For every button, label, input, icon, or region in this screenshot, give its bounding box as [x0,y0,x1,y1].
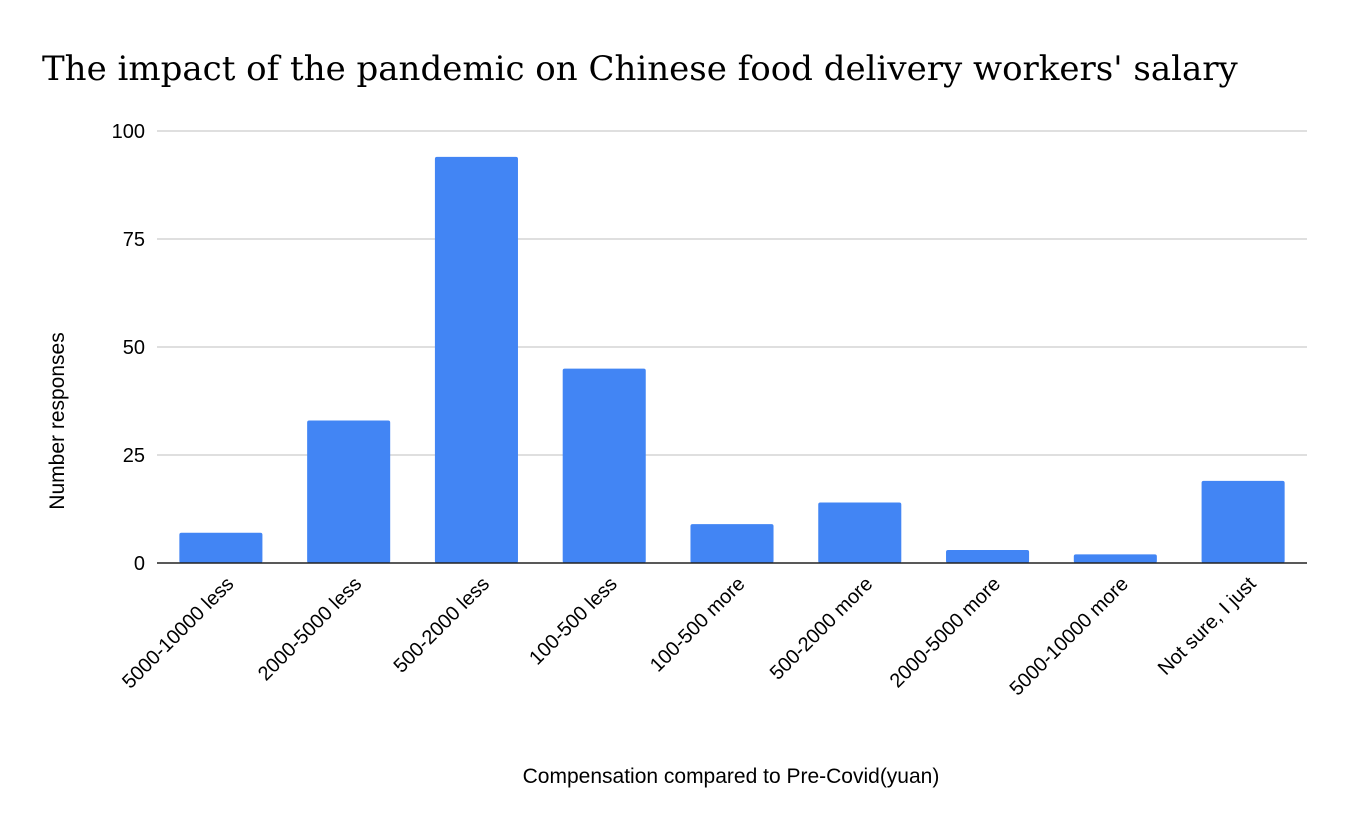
bars [179,156,1285,564]
bar [307,420,391,563]
chart-title: The impact of the pandemic on Chinese fo… [42,49,1239,89]
bar [562,368,646,563]
bar [818,502,902,563]
x-tick-label: 500-2000 less [390,573,494,677]
y-tick-label: 50 [123,337,145,359]
x-tick-label: 2000-5000 more [886,573,1005,692]
gridlines [157,130,1307,456]
y-axis-title: Number responses [46,332,69,509]
x-tick-label: Not sure, I just [1154,573,1261,680]
y-tick-label: 25 [123,445,145,467]
y-tick-label: 0 [134,553,145,575]
bar [1073,554,1157,563]
x-tick-label: 100-500 more [646,573,750,677]
bar [1201,480,1285,563]
x-axis-tick-labels: 5000-10000 less 2000-5000 less 500-2000 le… [118,573,1261,701]
x-tick-label: 2000-5000 less [254,573,366,685]
bar [434,156,518,564]
x-tick-label: 100-500 less [525,573,622,670]
y-tick-label: 75 [123,229,145,251]
x-tick-label: 5000-10000 less [118,573,238,693]
y-axis-tick-labels: 0 25 50 75 100 [112,121,145,575]
bar [946,550,1030,563]
x-tick-label: 5000-10000 more [1006,573,1133,700]
bar [690,524,774,563]
y-tick-label: 100 [112,121,145,143]
x-tick-label: 500-2000 more [766,573,877,684]
x-axis-title: Compensation compared to Pre-Covid(yuan) [523,765,940,788]
bar [179,532,263,563]
